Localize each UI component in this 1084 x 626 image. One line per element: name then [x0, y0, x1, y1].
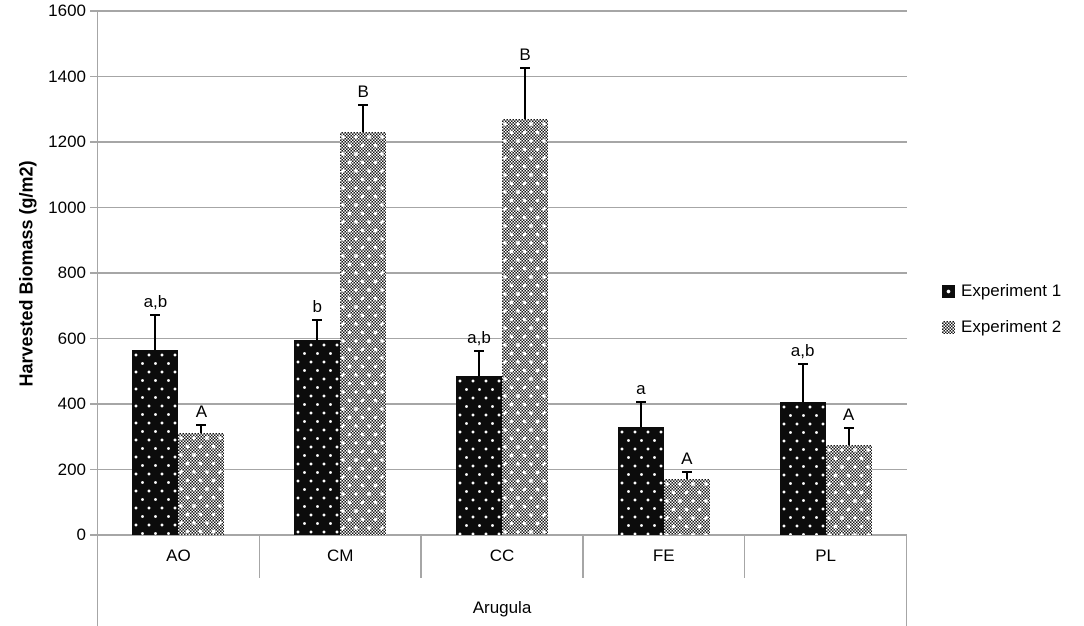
y-tick-mark — [89, 403, 98, 405]
category-divider — [420, 535, 422, 578]
y-tick-mark — [89, 10, 98, 12]
y-tick-mark — [89, 206, 98, 209]
legend-item-experiment-1: Experiment 1 — [942, 281, 1061, 301]
y-tick-mark — [89, 337, 98, 340]
x-category-label-cm: CM — [326, 546, 354, 565]
sig-label: b — [312, 296, 322, 316]
bar-ao-exp1 — [132, 349, 179, 535]
y-tick-label: 1600 — [48, 1, 86, 20]
legend-label: Experiment 2 — [961, 317, 1062, 336]
x-axis-group-label: Arugula — [472, 598, 532, 617]
error-bar — [200, 423, 203, 434]
x-category-label-fe: FE — [652, 546, 675, 565]
y-tick-mark — [89, 141, 98, 143]
sig-label: a — [636, 378, 646, 398]
bar-cc-exp1 — [456, 376, 502, 535]
x-category-label-cc: CC — [489, 546, 515, 565]
error-bar-cap — [797, 363, 808, 366]
sig-label: A — [195, 401, 208, 421]
experiment-1-swatch-icon — [942, 284, 955, 298]
bar-cm-exp1 — [294, 340, 341, 535]
error-bar — [847, 426, 850, 445]
sig-label: B — [357, 82, 369, 102]
error-bar-cap — [358, 104, 369, 107]
experiment-2-swatch-icon — [942, 320, 955, 334]
error-bar-cap — [196, 423, 207, 426]
bar-fe-exp1 — [617, 426, 664, 535]
error-bar — [685, 471, 688, 480]
error-bar-cap — [635, 400, 646, 403]
y-tick-mark — [89, 272, 98, 274]
category-divider — [743, 535, 746, 578]
legend-item-experiment-2: Experiment 2 — [942, 317, 1061, 337]
y-tick-mark — [89, 468, 98, 471]
error-bar-cap — [520, 66, 530, 69]
error-bar-cap — [312, 318, 323, 321]
y-tick-mark — [89, 534, 98, 536]
y-tick-label: 200 — [57, 459, 86, 479]
y-tick-label: 600 — [57, 328, 86, 348]
category-divider — [258, 535, 261, 578]
error-bar — [316, 318, 319, 341]
y-tick-label: 1400 — [48, 66, 86, 86]
sig-label: a,b — [143, 291, 168, 311]
y-tick-label: 800 — [57, 263, 86, 282]
axis-right-edge — [905, 535, 908, 626]
bar-ao-exp2 — [178, 433, 225, 535]
y-tick-mark — [89, 75, 98, 78]
error-bar — [639, 400, 642, 427]
y-tick-label: 1000 — [48, 197, 86, 217]
x-category-label-ao: AO — [166, 546, 191, 565]
y-tick-label: 0 — [76, 525, 86, 544]
bar-pl-exp1 — [779, 402, 826, 535]
sig-label: B — [519, 44, 531, 64]
error-bar — [478, 349, 480, 377]
sig-label: a,b — [790, 341, 815, 361]
legend-label: Experiment 1 — [961, 281, 1062, 300]
error-bar-cap — [681, 471, 692, 474]
sig-label: A — [681, 449, 693, 469]
bar-pl-exp2 — [825, 444, 872, 535]
y-tick-label: 400 — [57, 394, 86, 413]
y-axis-line — [96, 11, 99, 626]
gridline — [97, 75, 907, 78]
error-bar — [362, 104, 365, 133]
error-bar — [801, 363, 804, 403]
error-bar-cap — [843, 426, 854, 429]
bar-cc-exp2 — [502, 119, 548, 535]
y-tick-label: 1200 — [48, 132, 86, 151]
error-bar-cap — [474, 349, 484, 352]
sig-label: A — [842, 404, 855, 424]
legend: Experiment 1 Experiment 2 — [942, 281, 1061, 353]
error-bar — [524, 66, 526, 120]
x-axis-line — [97, 534, 907, 536]
category-divider — [582, 535, 584, 578]
sig-label: a,b — [467, 327, 491, 347]
error-bar-cap — [150, 313, 161, 316]
bar-cm-exp2 — [340, 132, 387, 535]
error-bar — [154, 313, 157, 350]
gridline — [97, 10, 907, 12]
x-category-label-pl: PL — [815, 546, 836, 565]
bar-fe-exp2 — [663, 479, 710, 535]
